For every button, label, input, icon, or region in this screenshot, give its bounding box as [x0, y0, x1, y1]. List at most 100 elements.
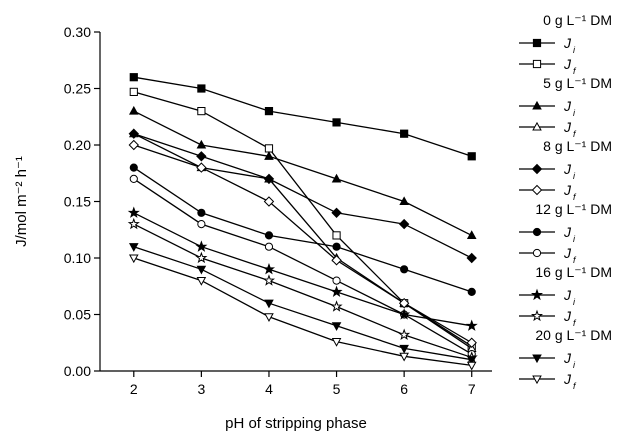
triangle-down-marker: [331, 338, 342, 347]
x-tick-label: 7: [468, 381, 476, 397]
legend-group-title: 8 g L⁻¹ DM: [543, 138, 612, 154]
series-line: [133, 178, 473, 355]
circle-marker: [264, 231, 274, 240]
triangle-marker: [466, 230, 477, 239]
square-marker: [400, 129, 409, 138]
series-3-f: [129, 174, 476, 359]
y-tick-label: 0.05: [64, 307, 91, 323]
legend-label: J: [563, 35, 572, 51]
series-2-i: [128, 128, 477, 264]
series-line: [133, 133, 473, 259]
series-0-i: [129, 73, 476, 161]
star-marker: [398, 328, 411, 340]
legend-label-subscript: f: [573, 129, 577, 139]
diamond-marker: [331, 207, 342, 219]
star-marker: [127, 217, 140, 230]
legend-label-subscript: i: [573, 297, 576, 307]
star-marker: [195, 240, 208, 252]
legend-group: 0 g L⁻¹ DM J iJ f: [519, 12, 612, 76]
series-line: [133, 76, 472, 157]
star-marker: [530, 309, 544, 322]
legend-label: J: [563, 161, 572, 177]
square-marker: [532, 59, 542, 69]
triangle-down-marker: [399, 344, 409, 354]
square-marker: [129, 73, 138, 82]
legend-group-title: 16 g L⁻¹ DM: [535, 264, 612, 280]
y-ticks: 0.00 0.05 0.10 0.15 0.20 0.25 0.30: [64, 24, 100, 379]
diamond-marker: [531, 163, 543, 175]
diamond-marker: [466, 337, 477, 348]
triangle-down-marker: [264, 299, 274, 309]
circle-marker: [332, 276, 341, 285]
square-marker: [332, 118, 341, 127]
circle-marker: [332, 242, 341, 251]
series-line: [133, 133, 473, 349]
square-marker: [264, 107, 274, 116]
legend-group-title: 0 g L⁻¹ DM: [543, 12, 612, 28]
diamond-marker: [263, 173, 275, 185]
series-3-i: [129, 163, 476, 296]
series-layer: [127, 73, 478, 371]
circle-marker: [197, 208, 206, 217]
circle-marker: [197, 220, 206, 229]
triangle-down-marker: [128, 243, 139, 252]
y-tick-label: 0.30: [64, 24, 91, 40]
triangle-down-marker: [532, 354, 542, 364]
star-marker: [127, 206, 140, 218]
x-tick-label: 3: [197, 381, 205, 397]
diamond-marker: [398, 297, 410, 309]
circle-marker: [532, 248, 542, 258]
x-tick-label: 5: [333, 381, 341, 397]
legend-label: J: [563, 119, 572, 135]
series-line: [133, 110, 473, 236]
series-line: [133, 212, 472, 327]
legend-label-subscript: f: [573, 318, 577, 328]
legend-label: J: [563, 98, 572, 114]
star-marker: [262, 262, 276, 275]
legend-label: J: [563, 308, 572, 324]
legend-label: J: [563, 371, 572, 387]
legend-label-subscript: f: [573, 381, 577, 391]
diamond-marker: [196, 151, 207, 162]
triangle-down-marker: [196, 265, 207, 275]
y-tick-label: 0.15: [64, 194, 91, 210]
diamond-marker: [398, 218, 410, 230]
x-ticks: 2 3 4 5 6 7: [130, 371, 476, 397]
triangle-marker: [196, 139, 207, 149]
diamond-marker: [263, 196, 275, 207]
triangle-marker: [532, 121, 542, 131]
legend-label-subscript: i: [573, 360, 576, 370]
triangle-down-marker: [399, 352, 409, 362]
triangle-marker: [532, 100, 542, 110]
legend-label: J: [563, 56, 572, 72]
triangle-down-marker: [128, 254, 139, 264]
circle-marker: [532, 227, 542, 237]
square-marker: [467, 152, 476, 161]
series-line: [133, 246, 472, 361]
diamond-marker: [196, 162, 207, 173]
legend-group: 5 g L⁻¹ DM J iJ f: [519, 75, 612, 139]
series-1-i: [128, 105, 477, 239]
legend-label-subscript: i: [573, 171, 576, 181]
triangle-down-marker: [196, 277, 207, 286]
circle-marker: [467, 287, 476, 296]
circle-marker: [129, 163, 138, 172]
series-4-f: [127, 217, 478, 363]
diamond-marker: [128, 128, 140, 139]
legend-group-title: 20 g L⁻¹ DM: [535, 327, 612, 343]
triangle-down-marker: [466, 361, 477, 371]
legend-label-subscript: i: [573, 108, 576, 118]
diamond-marker: [531, 184, 543, 196]
series-2-f: [128, 139, 477, 348]
legend-label-subscript: f: [573, 192, 577, 202]
series-5-f: [128, 254, 477, 371]
square-marker: [264, 144, 274, 153]
